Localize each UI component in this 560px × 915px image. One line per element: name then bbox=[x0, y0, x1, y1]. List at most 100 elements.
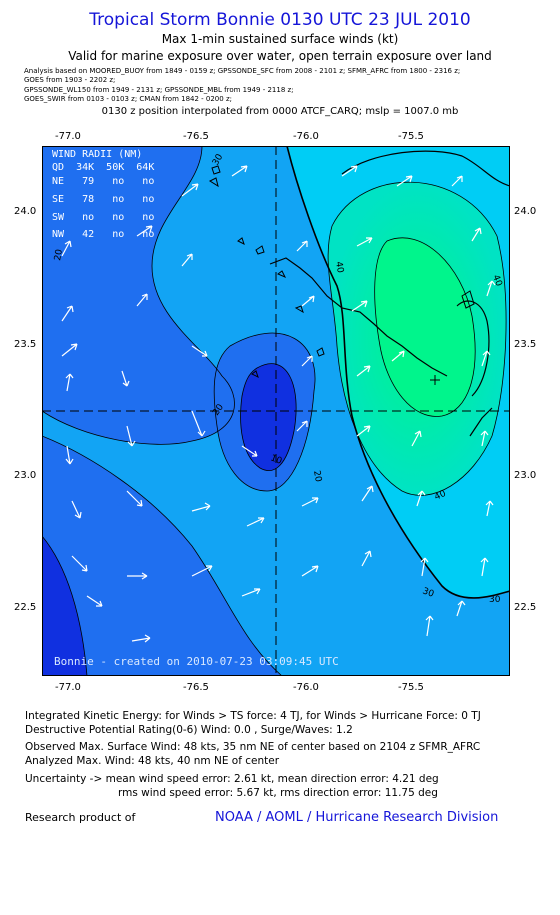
band-50-core bbox=[374, 237, 476, 417]
x-tick-bottom: -76.5 bbox=[183, 682, 209, 693]
island bbox=[237, 237, 245, 245]
wind-vectors bbox=[61, 165, 496, 643]
observed-max-line: Observed Max. Surface Wind: 48 kts, 35 n… bbox=[25, 741, 481, 753]
wind-arrow bbox=[71, 555, 88, 572]
wind-arrow bbox=[181, 253, 193, 267]
wind-arrow bbox=[416, 490, 426, 507]
wind-arrow bbox=[411, 430, 422, 447]
organization-link[interactable]: NOAA / AOML / Hurricane Research Divisio… bbox=[215, 810, 499, 825]
wind-arrow bbox=[420, 557, 429, 577]
band-0-10-center bbox=[240, 363, 297, 471]
wind-arrow bbox=[356, 425, 371, 437]
wind-arrow bbox=[356, 237, 373, 247]
wind-arrow bbox=[451, 175, 463, 187]
wind-arrow bbox=[136, 293, 148, 307]
dpr-line: Destructive Potential Rating(0-6) Wind: … bbox=[25, 724, 353, 736]
wind-arrow bbox=[396, 175, 413, 187]
wind-arrow bbox=[127, 572, 148, 580]
x-tick-bottom: -75.5 bbox=[398, 682, 424, 693]
x-tick-top: -76.0 bbox=[293, 131, 319, 142]
wind-arrow bbox=[471, 227, 482, 242]
uncertainty-line-1: Uncertainty -> mean wind speed error: 2.… bbox=[25, 773, 439, 785]
page-title: Tropical Storm Bonnie 0130 UTC 23 JUL 20… bbox=[89, 10, 471, 30]
wind-arrow bbox=[296, 420, 308, 432]
contour-20 bbox=[42, 146, 235, 445]
contour-label: 10 bbox=[269, 453, 283, 466]
max-wind-marker bbox=[430, 375, 440, 385]
contour-label: 40 bbox=[333, 261, 345, 274]
wind-arrow bbox=[246, 517, 265, 527]
wind-arrow bbox=[181, 183, 199, 197]
wind-arrow bbox=[391, 350, 405, 362]
contour-10 bbox=[42, 535, 88, 676]
island bbox=[251, 370, 259, 378]
wind-arrow bbox=[121, 370, 130, 387]
contour-50 bbox=[374, 237, 476, 417]
wind-radii-title: WIND RADII (NM) bbox=[52, 149, 142, 160]
wind-arrow bbox=[351, 300, 368, 312]
map-frame bbox=[42, 146, 510, 676]
analyzed-max-line: Analyzed Max. Wind: 48 kts, 40 nm NE of … bbox=[25, 755, 280, 767]
wind-arrow bbox=[425, 615, 434, 637]
x-tick-bottom: -77.0 bbox=[55, 682, 81, 693]
wind-arrow bbox=[456, 600, 466, 617]
contour-label: 40 bbox=[490, 274, 503, 288]
wind-arrow bbox=[241, 588, 261, 597]
wind-arrow bbox=[356, 365, 371, 377]
wind-arrow bbox=[231, 165, 248, 177]
wind-arrow bbox=[61, 240, 72, 257]
wind-arrow bbox=[65, 445, 74, 465]
wind-arrow bbox=[481, 350, 491, 367]
wind-arrow bbox=[296, 240, 308, 252]
wind-arrow bbox=[480, 430, 489, 447]
subtitle-exposure: Valid for marine exposure over water, op… bbox=[68, 49, 492, 63]
wind-arrow bbox=[301, 565, 319, 577]
y-tick-left: 23.0 bbox=[14, 470, 37, 481]
contour-label: 20 bbox=[53, 248, 65, 261]
band-10-20-sw bbox=[42, 436, 282, 676]
contour-40 bbox=[327, 181, 507, 496]
wind-radii-row: SE 78 no no bbox=[52, 194, 154, 205]
subtitle-winds: Max 1-min sustained surface winds (kt) bbox=[161, 32, 399, 46]
wind-arrow bbox=[301, 497, 319, 507]
y-tick-left: 22.5 bbox=[14, 602, 37, 613]
wind-arrow bbox=[61, 305, 74, 322]
wind-arrow bbox=[341, 165, 358, 177]
wind-arrow bbox=[301, 295, 315, 307]
wind-arrow bbox=[480, 557, 489, 577]
island bbox=[277, 270, 287, 278]
contour-label: 30 bbox=[421, 586, 435, 599]
x-tick-top: -77.0 bbox=[55, 131, 81, 142]
y-tick-right: 22.5 bbox=[514, 602, 537, 613]
island bbox=[294, 305, 304, 314]
y-tick-right: 24.0 bbox=[514, 206, 537, 217]
contour-20 bbox=[42, 435, 283, 676]
wind-arrow bbox=[191, 565, 213, 577]
wind-radii-table: WIND RADII (NM) QD 34K 50K 64K NE 79 no … bbox=[52, 149, 154, 240]
wind-arrow bbox=[86, 595, 103, 607]
ike-line: Integrated Kinetic Energy: for Winds > T… bbox=[25, 710, 481, 722]
wind-arrow bbox=[136, 225, 153, 237]
wind-arrow bbox=[361, 550, 372, 567]
wind-field-map: 20 20 20 30 30 30 40 40 40 10 WIND RADII… bbox=[42, 146, 510, 676]
contour-label: 20 bbox=[311, 470, 323, 483]
x-tick-top: -76.5 bbox=[183, 131, 209, 142]
y-tick-right: 23.5 bbox=[514, 339, 537, 350]
source-line-1: Analysis based on MOORED_BUOY from 1849 … bbox=[24, 67, 461, 75]
wind-arrow bbox=[126, 425, 136, 447]
position-line: 0130 z position interpolated from 0000 A… bbox=[101, 106, 459, 117]
research-product-label: Research product of bbox=[25, 811, 136, 824]
wind-arrow bbox=[126, 490, 143, 507]
island bbox=[208, 177, 219, 188]
contour-10 bbox=[240, 363, 297, 471]
source-line-2: GOES from 1903 - 2202 z; bbox=[24, 76, 116, 84]
wind-arrow bbox=[361, 485, 374, 502]
y-tick-left: 23.5 bbox=[14, 339, 37, 350]
y-tick-left: 24.0 bbox=[14, 206, 37, 217]
island bbox=[316, 347, 325, 357]
wind-arrow bbox=[241, 445, 258, 457]
wind-arrow bbox=[71, 500, 82, 519]
island bbox=[211, 165, 221, 175]
wind-arrow bbox=[191, 410, 206, 437]
wind-arrow bbox=[486, 280, 496, 297]
